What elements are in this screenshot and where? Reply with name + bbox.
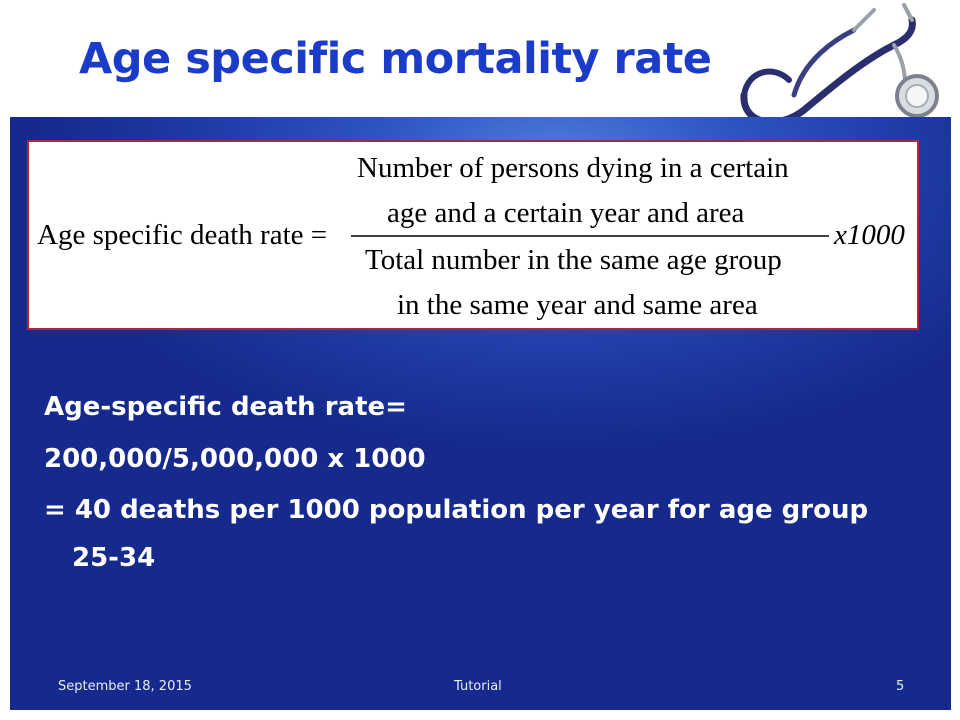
- formula-numerator-line1: Number of persons dying in a certain: [357, 152, 789, 184]
- formula-denominator-line2: in the same year and same area: [397, 289, 758, 321]
- footer-page-number: 5: [896, 679, 905, 694]
- body-line-1: Age-specific death rate=: [44, 392, 407, 422]
- stethoscope-icon: [740, 3, 939, 126]
- body-line-2: 200,000/5,000,000 x 1000: [44, 444, 426, 474]
- footer-center: Tutorial: [454, 679, 502, 694]
- body-line-3: = 40 deaths per 1000 population per year…: [44, 495, 869, 525]
- formula-denominator-line1: Total number in the same age group: [365, 244, 782, 276]
- formula-figure: Age specific death rate = Number of pers…: [37, 152, 905, 321]
- body-line-4: 25-34: [72, 543, 156, 573]
- slide-title: Age specific mortality rate: [79, 34, 712, 84]
- formula-numerator-line2: age and a certain year and area: [387, 197, 745, 229]
- formula-box: Age specific death rate = Number of pers…: [27, 140, 919, 330]
- formula-multiplier: x1000: [833, 219, 905, 251]
- formula-lhs: Age specific death rate =: [37, 219, 327, 251]
- footer-date: September 18, 2015: [58, 679, 192, 694]
